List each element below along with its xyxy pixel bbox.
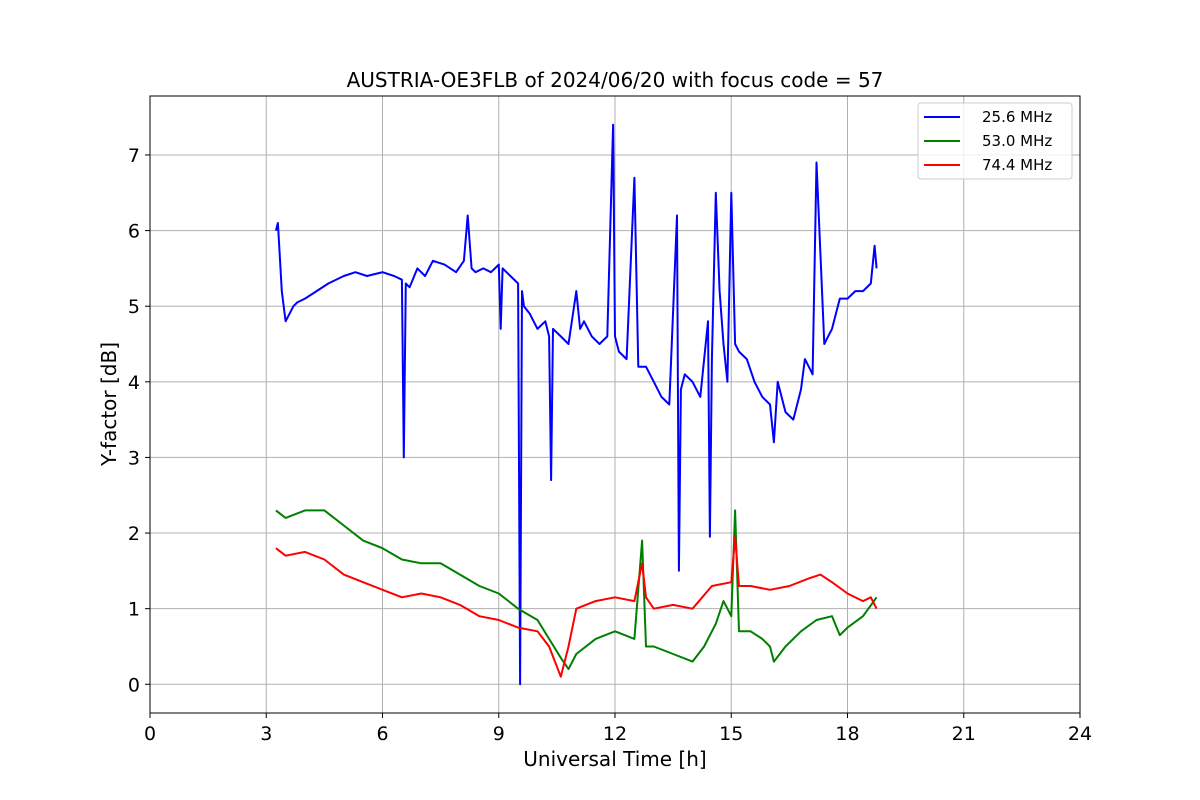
x-tick-label: 24 (1068, 723, 1092, 745)
series-line-74-4-mhz (275, 535, 878, 678)
legend-frame (917, 102, 1073, 180)
y-tick-label: 7 (128, 145, 140, 167)
y-tick-label: 5 (128, 296, 140, 318)
x-tick-label: 21 (952, 723, 976, 745)
chart-title: AUSTRIA-OE3FLB of 2024/06/20 with focus … (347, 68, 884, 92)
legend-label: 53.0 MHz (982, 132, 1052, 150)
x-tick-label: 6 (376, 723, 388, 745)
y-axis: 0 1 2 3 4 5 6 7 (128, 145, 150, 696)
series-line-53-0-mhz (275, 509, 878, 671)
y-tick-label: 0 (128, 674, 140, 696)
x-tick-label: 15 (719, 723, 743, 745)
y-tick-label: 6 (128, 221, 140, 243)
series-group (274, 123, 878, 686)
x-axis-label: Universal Time [h] (523, 747, 706, 771)
y-tick-label: 3 (128, 447, 140, 469)
legend-label: 25.6 MHz (982, 108, 1052, 126)
series-line-25-6-mhz (274, 123, 878, 686)
legend-label: 74.4 MHz (982, 156, 1052, 174)
x-tick-label: 0 (144, 723, 156, 745)
y-axis-label: Y-factor [dB] (97, 342, 121, 467)
x-tick-label: 18 (835, 723, 859, 745)
y-tick-label: 4 (128, 372, 140, 394)
x-tick-label: 9 (493, 723, 505, 745)
x-tick-label: 12 (603, 723, 627, 745)
y-tick-label: 1 (128, 599, 140, 621)
x-tick-label: 3 (260, 723, 272, 745)
y-tick-label: 2 (128, 523, 140, 545)
legend: 25.6 MHz 53.0 MHz 74.4 MHz (917, 102, 1073, 180)
x-axis: 0 3 6 9 12 15 18 21 24 (144, 713, 1092, 745)
